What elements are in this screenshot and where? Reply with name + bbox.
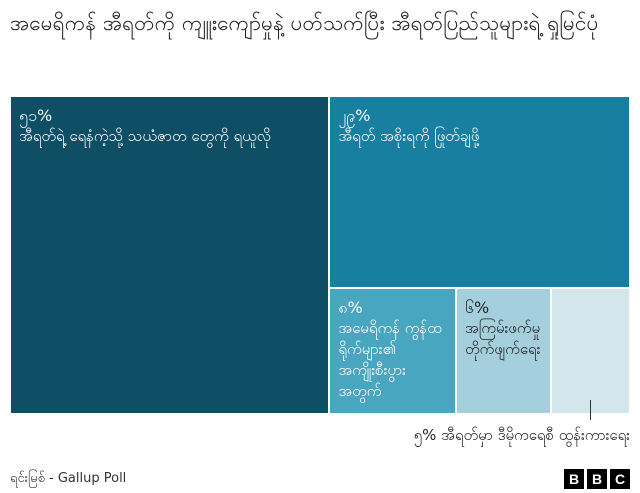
treemap-cell: ၅၁% အီရတ်ရဲ့ ရေနံကဲ့သို့ သယံဇာတ တွေကို ရယ… [10,96,330,414]
treemap-cell: ၈% အမေရိကန် ကွန်ထရိုက်များ၏ အကျိုးစီးပွား… [329,288,456,414]
treemap-cell: ၆% အကြမ်းဖက်မှု တိုက်ဖျက်ရေး [455,288,551,414]
source: ရင်းမြစ် - Gallup Poll [10,471,127,486]
treemap-cell [550,288,630,414]
tick-line [590,400,592,420]
outside-label: ၅% အီရတ်မှာ ဒီမိုကရေစီ ထွန်းကားရေး [414,426,630,448]
value-label: ၂၉% [338,106,371,125]
value-label: ၈% [338,298,363,318]
category-label: အီရတ် အစိုးရကို ဖြုတ်ချဖို့ [338,127,480,145]
value-label: ၆% [464,298,490,318]
category-label: အီရတ်ရဲ့ ရေနံကဲ့သို့ သယံဇာတ တွေကို ရယူလိ… [19,127,271,145]
chart-title: အမေရိကန် အီရတ်ကို ကျူးကျော်မှုနဲ့ ပတ်သက်… [10,11,599,35]
value-label: ၅၁% [19,106,53,125]
category-label: အီရတ်မှာ ဒီမိုကရေစီ ထွန်းကားရေး [441,426,630,444]
category-label: အမေရိကန် ကွန်ထရိုက်များ၏ အကျိုးစီးပွား အ… [338,319,442,401]
category-label: အကြမ်းဖက်မှု တိုက်ဖျက်ရေး [464,319,541,359]
treemap-cell: ၂၉% အီရတ် အစိုးရကို ဖြုတ်ချဖို့ [329,96,630,289]
value-label: ၅% [413,426,437,444]
